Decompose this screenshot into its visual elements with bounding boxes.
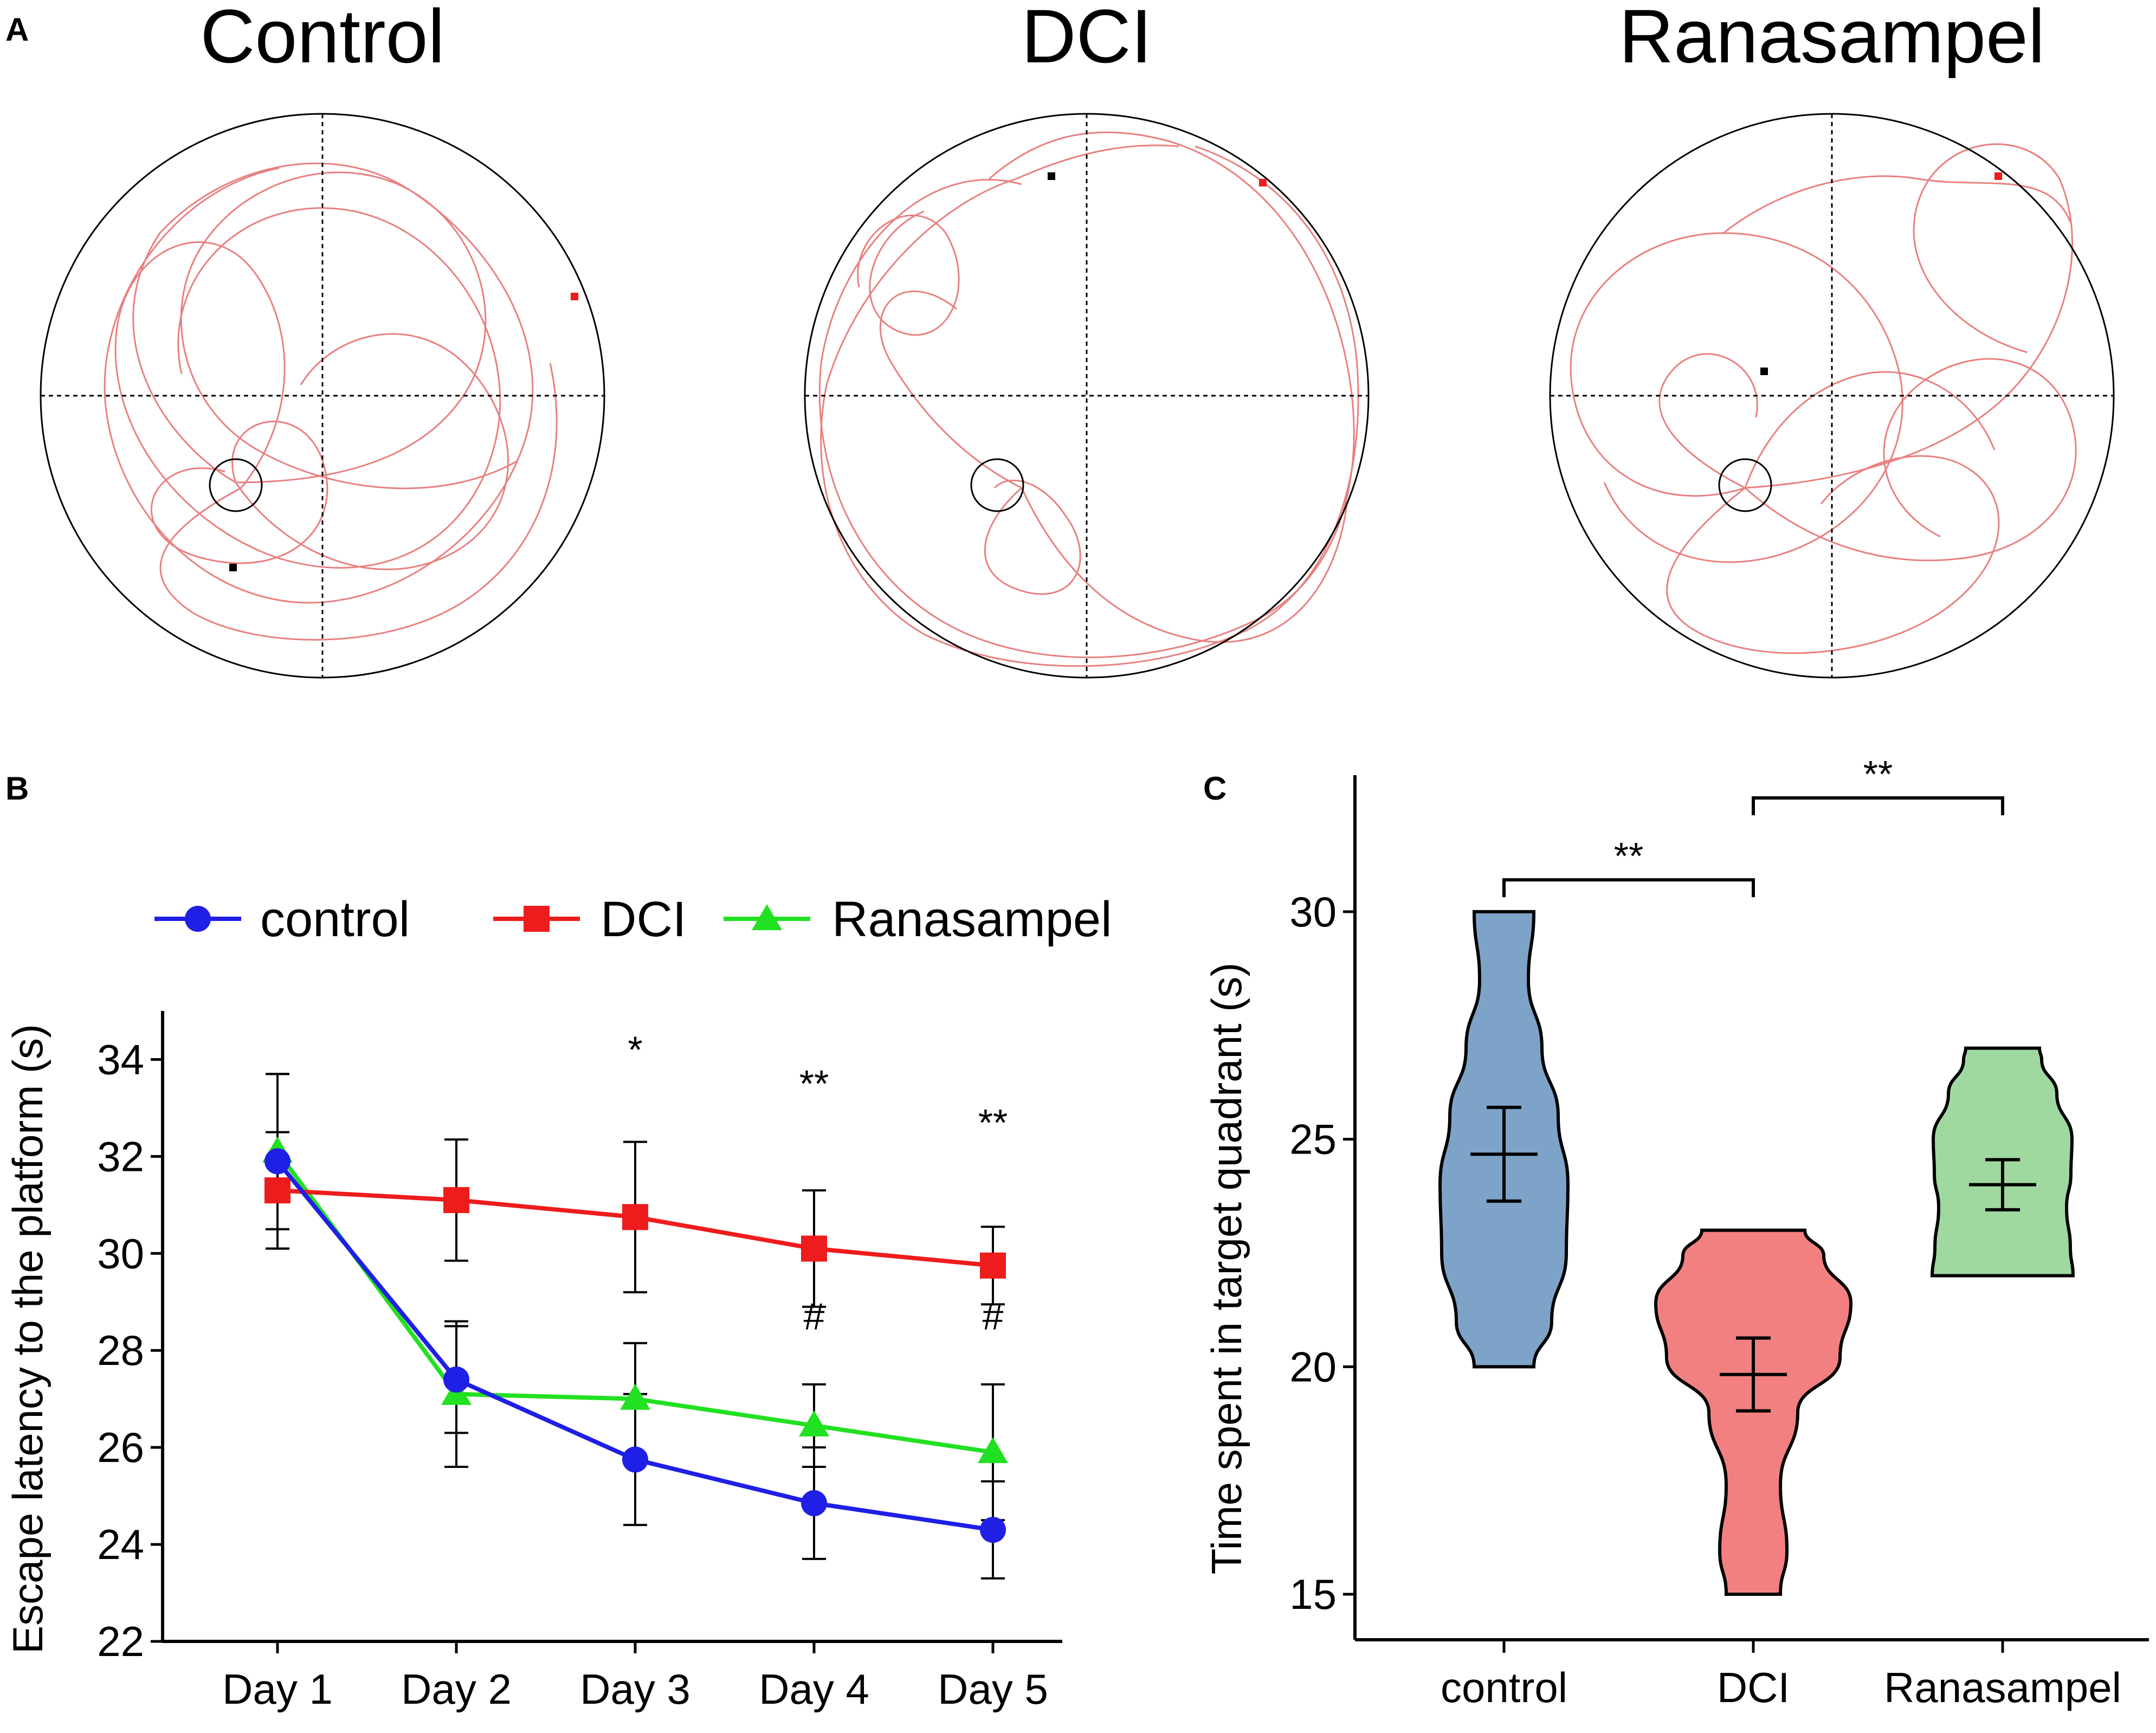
c-y-tick-label: 25 xyxy=(1289,1116,1337,1163)
bracket-label: ** xyxy=(1614,835,1643,877)
b-y-tick-label: 28 xyxy=(97,1326,144,1374)
b-point-control-day-1 xyxy=(264,1148,291,1175)
start-marker xyxy=(1048,172,1055,180)
b-annotation: * xyxy=(628,1029,642,1071)
c-plot-area: ** ** xyxy=(1438,753,2075,1596)
b-point-control-day-2 xyxy=(443,1366,469,1393)
pool-title-ranasampel: Ranasampel xyxy=(1619,0,2045,79)
b-annotation: # xyxy=(983,1296,1004,1338)
b-x-tick-label-day-3: Day 3 xyxy=(580,1665,690,1713)
swim-path-dci xyxy=(818,131,1359,667)
b-y-tick-label: 22 xyxy=(97,1618,144,1665)
b-point-dci-day-2 xyxy=(443,1187,469,1213)
b-y-tick-label: 30 xyxy=(97,1229,144,1277)
b-point-ranasampel-day-3 xyxy=(620,1383,650,1410)
pool-title-control: Control xyxy=(200,0,444,79)
c-x-tick-label-control: control xyxy=(1441,1664,1567,1711)
c-ylabel: Time spent in target quadrant (s) xyxy=(1203,963,1250,1575)
b-annotation: # xyxy=(804,1296,825,1338)
b-point-dci-day-4 xyxy=(801,1235,827,1262)
b-y-tick-label: 26 xyxy=(97,1423,144,1471)
c-y-tick-label: 15 xyxy=(1289,1570,1337,1618)
c-x-tick-label-dci: DCI xyxy=(1717,1664,1790,1711)
legend-item-control: control xyxy=(154,892,410,947)
b-y-tick-label: 34 xyxy=(97,1035,144,1083)
b-point-control-day-3 xyxy=(622,1446,648,1473)
panel-b: B control DCI Ranasampel Escape latency … xyxy=(4,770,1112,1713)
b-point-ranasampel-day-5 xyxy=(978,1437,1008,1464)
end-marker xyxy=(1994,172,2002,180)
b-x-tick-label-day-5: Day 5 xyxy=(938,1665,1048,1713)
c-y-tick-label: 20 xyxy=(1289,1343,1337,1390)
legend-marker-dci xyxy=(524,906,550,932)
pool-boundary xyxy=(804,113,1370,679)
b-x-tick-label-day-4: Day 4 xyxy=(759,1665,869,1713)
b-ylabel: Escape latency to the platform (s) xyxy=(4,1024,51,1654)
pool-boundary xyxy=(1549,113,2115,679)
b-point-dci-day-5 xyxy=(980,1252,1006,1279)
swim-path-ranasampel xyxy=(1570,143,2077,654)
platform-ring xyxy=(970,458,1024,512)
c-significance-bracket: ** xyxy=(1752,753,2004,815)
legend-marker-ranasampel xyxy=(752,904,782,930)
legend-item-ranasampel: Ranasampel xyxy=(724,892,1112,947)
swim-path-control xyxy=(104,162,558,641)
legend-label-dci: DCI xyxy=(601,892,686,947)
platform-ring xyxy=(209,458,263,512)
legend-item-dci: DCI xyxy=(493,892,686,947)
panel-c: C Time spent in target quadrant (s) 15 20… xyxy=(1203,753,2149,1711)
panel-c-letter: C xyxy=(1203,770,1227,807)
legend-label-ranasampel: Ranasampel xyxy=(832,892,1112,947)
panel-a-letter: A xyxy=(5,11,29,48)
b-y-tick-label: 32 xyxy=(97,1132,144,1180)
c-y-tick-label: 30 xyxy=(1289,888,1337,936)
b-point-control-day-5 xyxy=(980,1517,1006,1543)
b-annotation: ** xyxy=(978,1101,1008,1144)
c-x-tick-label-ranasampel: Ranasampel xyxy=(1884,1664,2121,1711)
end-marker xyxy=(1259,179,1267,186)
start-marker xyxy=(1760,368,1768,375)
legend-marker-control xyxy=(185,906,211,932)
bracket-line xyxy=(1502,878,1755,898)
platform-ring xyxy=(1718,458,1772,512)
bracket-line xyxy=(1752,796,2004,815)
pool-title-dci: DCI xyxy=(1021,0,1152,79)
b-x-tick-label-day-2: Day 2 xyxy=(401,1665,512,1713)
b-point-ranasampel-day-4 xyxy=(799,1410,829,1436)
b-plot-area: *****# # xyxy=(262,1029,1008,1580)
b-y-tick-label: 24 xyxy=(97,1521,144,1568)
pool-ranasampel: Ranasampel xyxy=(1549,0,2115,679)
start-marker xyxy=(229,564,237,571)
c-axes: 15 20 25 30 control DCI Ranasampel xyxy=(1289,775,2149,1711)
b-point-dci-day-3 xyxy=(622,1204,648,1231)
pool-boundary xyxy=(40,113,605,679)
legend-b: control DCI Ranasampel xyxy=(154,892,1112,947)
pool-dci: DCI xyxy=(804,0,1370,679)
legend-label-control: control xyxy=(260,892,410,947)
panel-a: A Control DCI xyxy=(5,0,2115,679)
pool-control: Control xyxy=(40,0,605,679)
end-marker xyxy=(571,293,578,300)
b-point-dci-day-1 xyxy=(264,1177,291,1204)
b-axes: 22 24 26 28 30 32 34 Day 1 Day 2 Day 3 Day 4 Day 5 xyxy=(97,1011,1062,1713)
b-x-tick-label-day-1: Day 1 xyxy=(222,1665,333,1713)
panel-b-letter: B xyxy=(5,770,29,807)
bracket-label: ** xyxy=(1863,753,1893,795)
b-point-control-day-4 xyxy=(801,1490,827,1517)
c-significance-bracket: ** xyxy=(1502,835,1755,898)
b-annotation: ** xyxy=(799,1062,829,1105)
